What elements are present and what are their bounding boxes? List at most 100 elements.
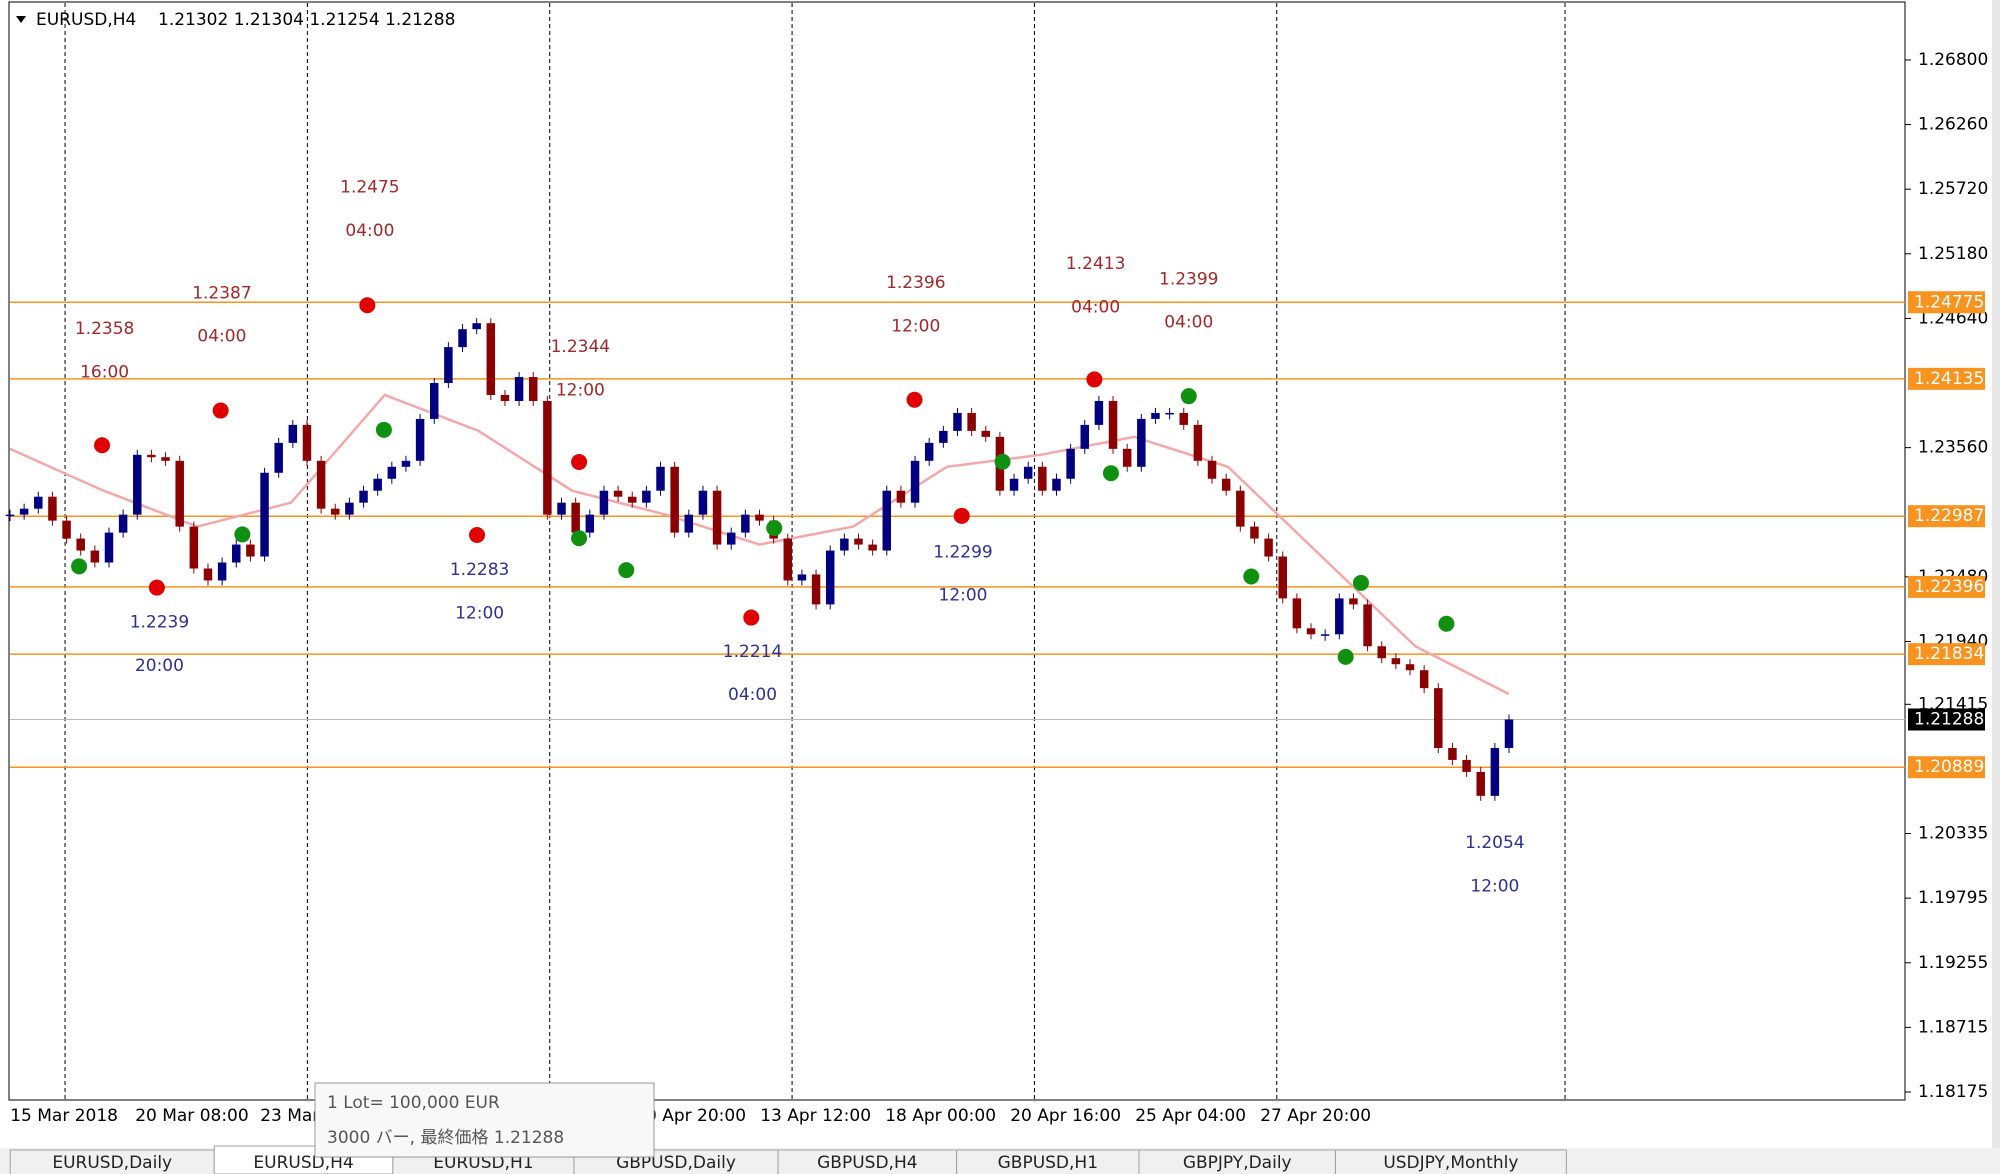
x-tick-label: 10 Apr 20:00 <box>635 1106 746 1126</box>
candle <box>712 490 722 545</box>
pivot-dot <box>359 297 376 314</box>
candle <box>1391 658 1401 665</box>
candle <box>1122 448 1132 467</box>
pivot-time: 12:00 <box>1470 876 1519 896</box>
candle <box>684 514 694 533</box>
candle <box>1038 466 1047 491</box>
scrollbar[interactable] <box>1992 0 2000 1148</box>
y-tick-label: 1.18715 <box>1918 1017 1988 1037</box>
tab-label[interactable]: EURUSD,H4 <box>253 1153 353 1173</box>
x-tick-label: 18 Apr 00:00 <box>885 1106 996 1126</box>
candle <box>528 377 538 401</box>
pivot-dot <box>1337 648 1354 665</box>
tab-label[interactable]: EURUSD,H1 <box>433 1153 533 1173</box>
tab-label[interactable]: GBPUSD,Daily <box>616 1153 736 1173</box>
candle <box>656 466 665 491</box>
candle <box>1476 771 1485 796</box>
pivot-time: 04:00 <box>728 685 777 705</box>
pivot-price: 1.2283 <box>450 560 509 580</box>
candle <box>1250 526 1259 539</box>
candle <box>1009 478 1019 491</box>
candle <box>896 490 906 503</box>
pivot-time: 04:00 <box>345 221 394 241</box>
moving-average <box>9 393 1510 696</box>
tab-label[interactable]: GBPUSD,H4 <box>817 1153 917 1173</box>
candle <box>175 460 184 527</box>
candle <box>203 568 213 581</box>
candle <box>1306 628 1316 635</box>
level-label: 1.22396 <box>1914 577 1984 597</box>
pivot-dot <box>148 579 165 596</box>
pivot-time: 04:00 <box>197 327 246 347</box>
candle <box>1236 490 1245 527</box>
candle <box>1419 670 1429 689</box>
pivot-dot <box>1180 388 1197 405</box>
candle <box>345 502 354 515</box>
pivot-price: 1.2358 <box>75 319 134 339</box>
pivot-price: 1.2396 <box>886 273 945 293</box>
pivot-dot <box>953 507 970 524</box>
candle <box>486 323 496 395</box>
y-tick-label: 1.23560 <box>1918 438 1988 458</box>
level-label: 1.22987 <box>1914 506 1984 526</box>
pivot-dot <box>994 453 1011 470</box>
x-tick-label: 25 Apr 04:00 <box>1135 1106 1246 1126</box>
pivot-dot <box>1086 371 1103 388</box>
candle <box>147 454 156 458</box>
pivot-price: 1.2239 <box>130 612 189 632</box>
current-price-label: 1.21288 <box>1914 709 1984 729</box>
tab-label[interactable]: GBPUSD,H1 <box>998 1153 1098 1173</box>
y-tick-label: 1.25180 <box>1918 244 1988 264</box>
tab-label[interactable]: GBPJPY,Daily <box>1183 1153 1292 1173</box>
pivot-time: 20:00 <box>135 656 184 676</box>
ohlc: 1.21302 1.21304 1.21254 1.21288 <box>158 10 455 30</box>
tab[interactable] <box>777 1149 958 1174</box>
menu-arrow[interactable] <box>16 16 26 23</box>
popup-bars: 3000 バー, 最終価格 1.21288 <box>327 1128 564 1148</box>
candle <box>1462 759 1471 772</box>
tab[interactable] <box>956 1149 1140 1174</box>
candle <box>189 526 199 569</box>
candle <box>246 544 255 557</box>
candle <box>854 538 863 545</box>
tab[interactable] <box>1334 1149 1567 1174</box>
pivot-dot <box>1438 615 1455 632</box>
candle <box>1080 424 1089 449</box>
candle <box>811 574 821 605</box>
candle <box>910 460 920 503</box>
candle <box>882 490 892 551</box>
candle <box>825 550 835 605</box>
candle <box>967 412 976 431</box>
level-label: 1.24135 <box>1914 369 1984 389</box>
y-tick-label: 1.19255 <box>1918 953 1988 973</box>
pivot-dot <box>618 562 635 579</box>
pivot-dot <box>571 453 588 470</box>
candle <box>1094 400 1104 425</box>
candle <box>1264 538 1273 557</box>
candle <box>260 472 269 557</box>
x-tick-label: 23 Mar <box>260 1106 319 1126</box>
candle <box>1335 598 1344 635</box>
tab-label[interactable]: EURUSD,Daily <box>52 1153 172 1173</box>
level-tag <box>1908 505 1985 528</box>
pivot-dot <box>71 558 88 575</box>
candle <box>373 478 382 491</box>
candle <box>1278 556 1287 599</box>
candle <box>118 514 128 533</box>
level-label: 1.20889 <box>1914 757 1984 777</box>
tab[interactable] <box>1138 1149 1336 1174</box>
level-tag <box>1908 291 1985 314</box>
pivot-price: 1.2344 <box>551 337 610 357</box>
y-tick-label: 1.19795 <box>1918 888 1988 908</box>
candle <box>288 424 298 443</box>
candle <box>1137 418 1146 467</box>
tab-label[interactable]: USDJPY,Monthly <box>1383 1153 1518 1173</box>
candle <box>1292 598 1302 629</box>
tab[interactable] <box>9 1149 215 1174</box>
candle <box>755 514 764 521</box>
candle <box>543 400 552 515</box>
candle <box>1207 460 1217 479</box>
pivot-time: 12:00 <box>455 604 504 624</box>
pivot-price: 1.2299 <box>933 542 992 562</box>
